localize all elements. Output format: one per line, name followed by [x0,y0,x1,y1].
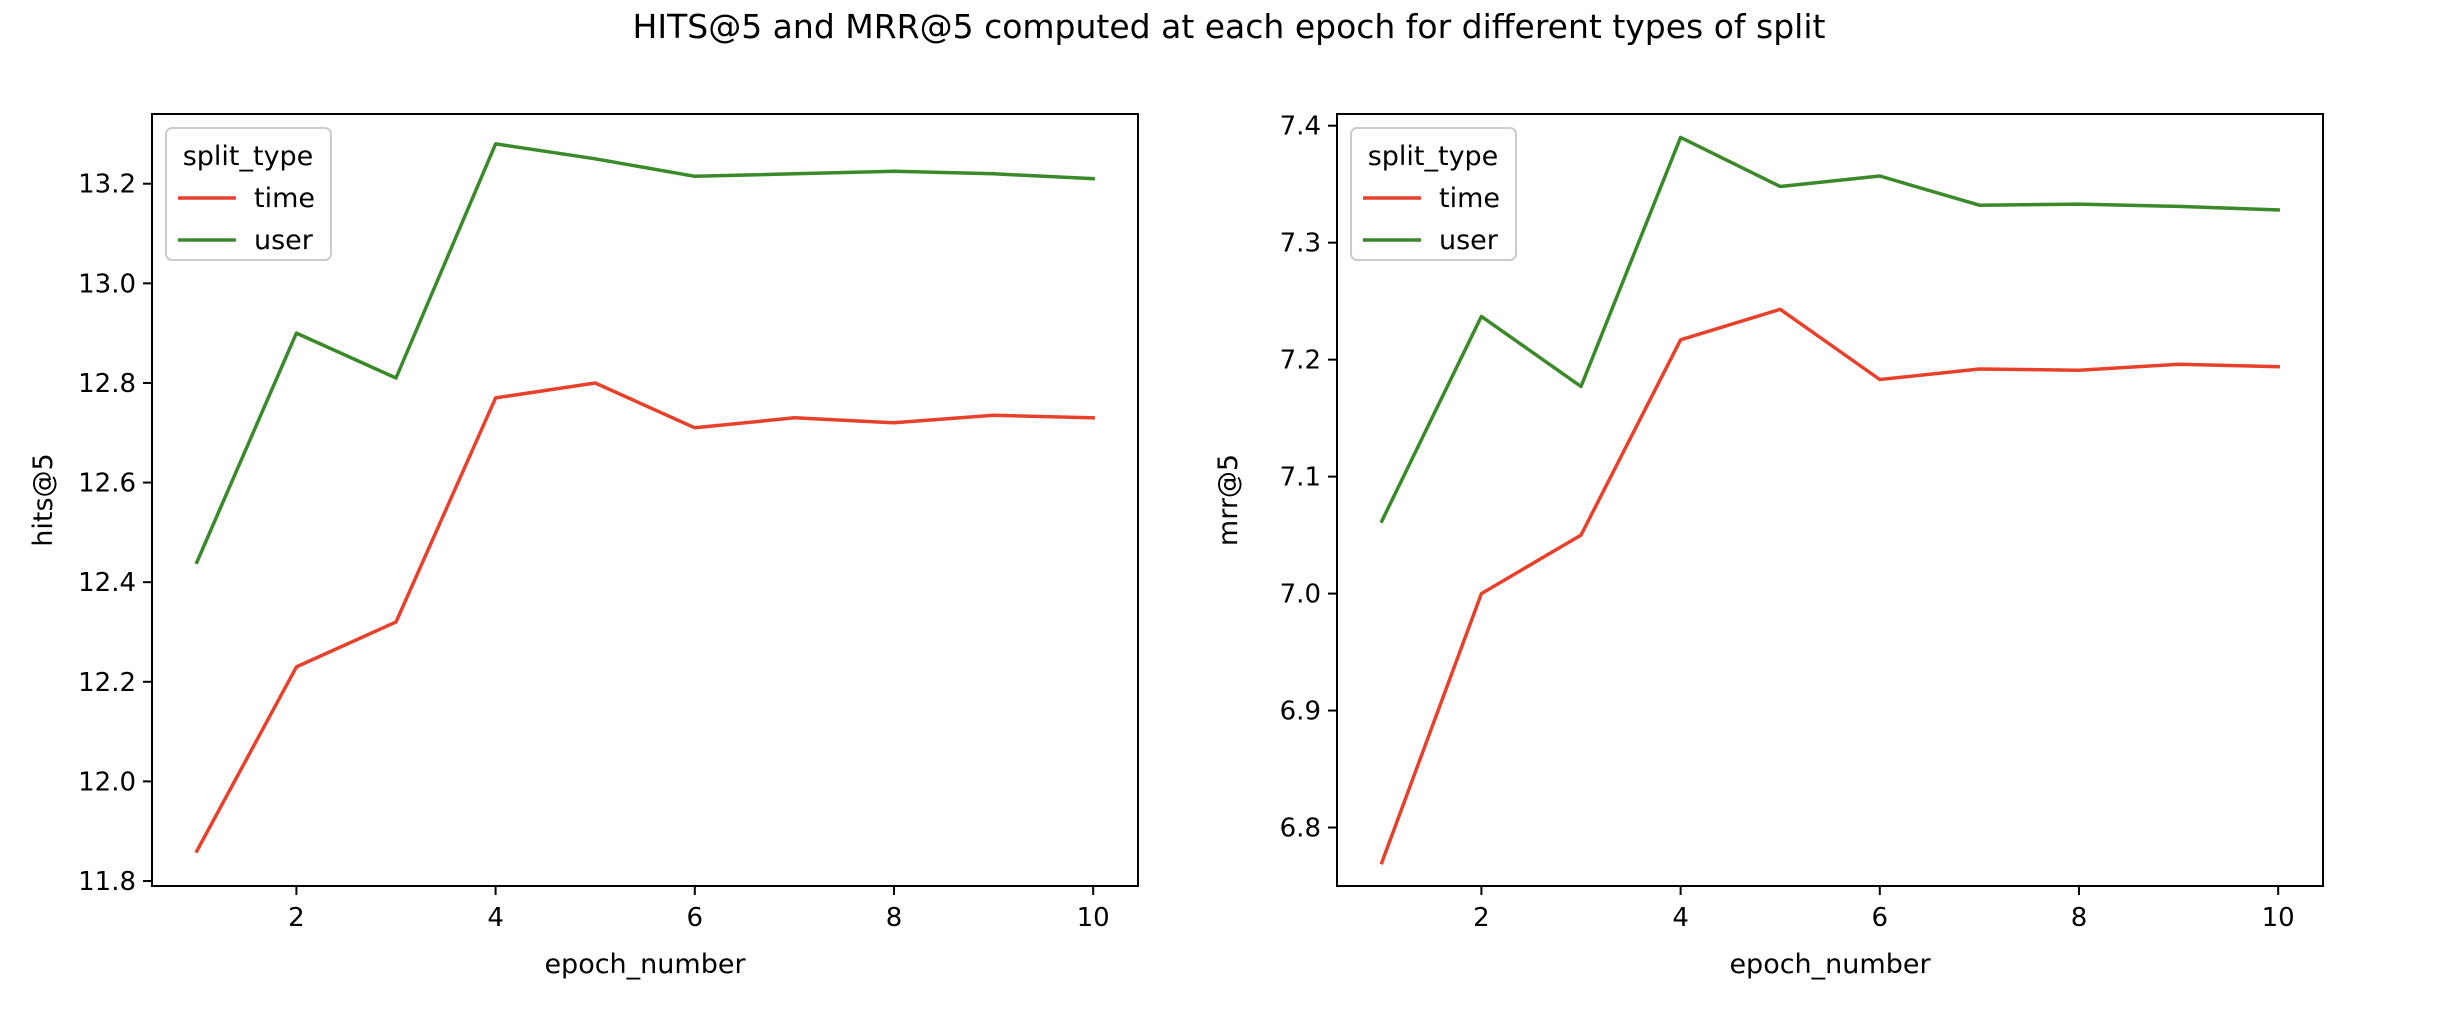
hits-y-tick-label: 13.0 [78,269,136,299]
mrr-y-tick-label: 7.0 [1280,580,1321,610]
mrr-y-tick-label: 7.3 [1280,229,1321,259]
mrr-series-line-time [1379,307,2280,865]
mrr-y-tick-label: 7.4 [1280,112,1321,142]
hits-series-line-time [194,381,1095,854]
mrr-y-tick-label: 7.1 [1280,463,1321,493]
mrr-x-tick-label: 8 [2071,903,2088,933]
hits-legend-box [165,127,332,261]
hits-y-axis-label: hits@5 [28,453,59,546]
hits-x-tick-label: 8 [886,903,903,933]
hits-series-line-user [194,142,1096,565]
hits-axes-frame [151,113,1139,887]
mrr-axes-frame [1336,113,2324,887]
mrr-legend-label-user: user [1439,225,1499,256]
hits-y-tick-label: 12.6 [78,469,136,499]
hits-y-tick-label: 12.0 [78,767,136,797]
mrr-y-tick-label: 7.2 [1280,346,1321,376]
mrr-legend-title: split_type [1368,141,1499,172]
hits-x-tick-label: 10 [1077,903,1110,933]
hits-x-tick-label: 2 [288,903,305,933]
hits-legend-label-time: time [254,183,315,214]
mrr-legend-box [1350,127,1517,261]
mrr-x-tick-label: 4 [1672,903,1689,933]
mrr-chart: 2 4 6 8 10 6.8 6.9 7.0 7.1 7.2 7.3 7.4 epoch_number m… [1213,112,2324,980]
hits-x-tick-label: 4 [487,903,504,933]
hits-y-tick-label: 12.2 [78,668,136,698]
mrr-series-line-user [1379,135,2281,524]
hits-chart: 2 4 6 8 10 11.8 12.0 12.2 12.4 12.6 12.8 13.0 13.2 ep… [28,113,1139,980]
hits-legend-title: split_type [183,141,314,172]
hits-y-tick-label: 12.4 [78,568,136,598]
hits-legend-label-user: user [254,225,314,256]
mrr-legend-label-time: time [1439,183,1500,214]
hits-x-tick-label: 6 [687,903,704,933]
hits-y-tick-label: 11.8 [78,867,136,897]
mrr-x-axis-label: epoch_number [1729,949,1931,980]
mrr-y-axis-label: mrr@5 [1213,454,1244,546]
mrr-y-tick-label: 6.9 [1280,697,1321,727]
hits-x-axis-label: epoch_number [544,949,746,980]
mrr-x-tick-label: 10 [2262,903,2295,933]
mrr-x-tick-label: 2 [1473,903,1490,933]
hits-y-tick-label: 12.8 [78,369,136,399]
mrr-x-tick-label: 6 [1872,903,1889,933]
hits-y-tick-label: 13.2 [78,170,136,200]
mrr-y-tick-label: 6.8 [1280,814,1321,844]
figure-title: HITS@5 and MRR@5 computed at each epoch … [633,7,1826,46]
